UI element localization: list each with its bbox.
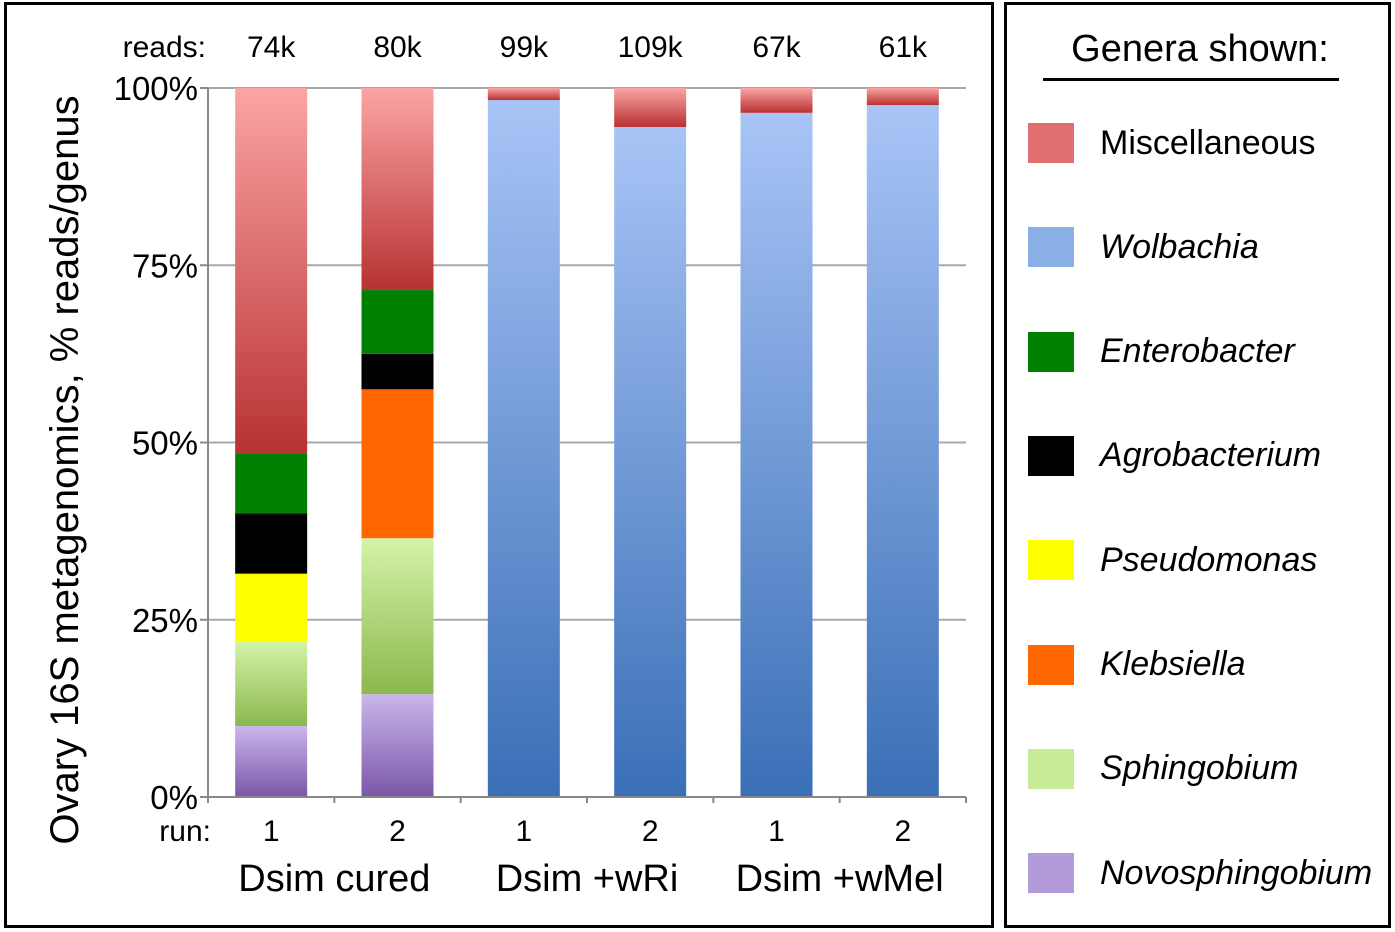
bar-segment-novosphingobium bbox=[235, 726, 308, 797]
legend-swatch bbox=[1028, 331, 1074, 372]
bar-segment-agrobacterium bbox=[235, 513, 308, 574]
legend-label: Pseudomonas bbox=[1100, 540, 1318, 579]
legend-item-pseudomonas: Pseudomonas bbox=[1028, 537, 1317, 583]
reads-count-label: 61k bbox=[879, 31, 928, 64]
legend-item-miscellaneous: Miscellaneous bbox=[1028, 120, 1315, 166]
bar-segment-wolbachia bbox=[740, 112, 813, 797]
bar-segment-miscellaneous bbox=[487, 88, 560, 101]
bar-segment-agrobacterium bbox=[361, 353, 434, 390]
reads-count-label: 67k bbox=[752, 31, 801, 64]
reads-count-label: 74k bbox=[247, 31, 296, 64]
bar-segment-pseudomonas bbox=[235, 573, 308, 642]
legend-swatch bbox=[1028, 540, 1074, 581]
legend-item-agrobacterium: Agrobacterium bbox=[1028, 433, 1321, 479]
run-number-label: 2 bbox=[894, 815, 911, 848]
run-number-label: 2 bbox=[389, 815, 406, 848]
reads-count-label: 80k bbox=[373, 31, 422, 64]
legend-label: Wolbachia bbox=[1100, 227, 1259, 266]
y-tick-label: 50% bbox=[132, 425, 198, 462]
legend-swatch bbox=[1028, 644, 1074, 685]
bar-segment-wolbachia bbox=[487, 100, 560, 798]
run-number-label: 2 bbox=[642, 815, 659, 848]
bar-segment-miscellaneous bbox=[361, 88, 434, 291]
legend-item-wolbachia: Wolbachia bbox=[1028, 224, 1259, 270]
legend-label: Miscellaneous bbox=[1100, 123, 1316, 162]
bar-segment-wolbachia bbox=[866, 105, 939, 798]
legend-label: Novosphingobium bbox=[1100, 853, 1373, 892]
bar-segment-miscellaneous bbox=[614, 88, 687, 127]
legend-title-underline bbox=[1043, 78, 1339, 81]
legend-item-klebsiella: Klebsiella bbox=[1028, 642, 1246, 688]
group-label: Dsim +wRi bbox=[496, 858, 679, 900]
y-tick-label: 0% bbox=[150, 779, 198, 816]
legend-label: Klebsiella bbox=[1100, 645, 1246, 683]
bar-segment-miscellaneous bbox=[866, 88, 939, 106]
legend-item-sphingobium: Sphingobium bbox=[1028, 746, 1298, 792]
legend-swatch bbox=[1028, 227, 1074, 268]
run-number-label: 1 bbox=[515, 815, 532, 848]
bar-segment-enterobacter bbox=[235, 453, 308, 514]
y-tick-label: 100% bbox=[114, 70, 198, 107]
legend-item-enterobacter: Enterobacter bbox=[1028, 329, 1295, 375]
group-label: Dsim +wMel bbox=[736, 858, 944, 900]
legend-label: Agrobacterium bbox=[1100, 436, 1322, 475]
reads-row-label: reads: bbox=[123, 31, 206, 64]
bar-segment-miscellaneous bbox=[740, 88, 813, 113]
y-tick-label: 25% bbox=[132, 602, 198, 639]
run-row-label: run: bbox=[159, 815, 211, 848]
legend-swatch bbox=[1028, 123, 1074, 163]
legend-swatch bbox=[1028, 748, 1074, 789]
bar-segment-enterobacter bbox=[361, 290, 434, 354]
bar-segment-sphingobium bbox=[235, 641, 308, 727]
bar-segment-sphingobium bbox=[361, 538, 434, 695]
legend-swatch bbox=[1028, 853, 1074, 894]
reads-count-label: 99k bbox=[500, 31, 549, 64]
legend-title: Genera shown: bbox=[1071, 28, 1329, 70]
legend-label: Sphingobium bbox=[1100, 749, 1299, 788]
bar-segment-miscellaneous bbox=[235, 88, 308, 454]
legend-label: Enterobacter bbox=[1100, 332, 1295, 371]
bar-segment-novosphingobium bbox=[361, 694, 434, 797]
y-axis-title: Ovary 16S metagenomics, % reads/genus bbox=[43, 95, 87, 844]
legend-item-novosphingobium: Novosphingobium bbox=[1028, 850, 1372, 896]
legend-swatch bbox=[1028, 435, 1074, 476]
run-number-label: 1 bbox=[263, 815, 280, 848]
reads-count-label: 109k bbox=[618, 31, 684, 64]
bar-segment-klebsiella bbox=[361, 389, 434, 539]
group-label: Dsim cured bbox=[238, 858, 430, 900]
y-tick-label: 75% bbox=[132, 247, 198, 284]
run-number-label: 1 bbox=[768, 815, 785, 848]
bar-segment-wolbachia bbox=[614, 126, 687, 798]
